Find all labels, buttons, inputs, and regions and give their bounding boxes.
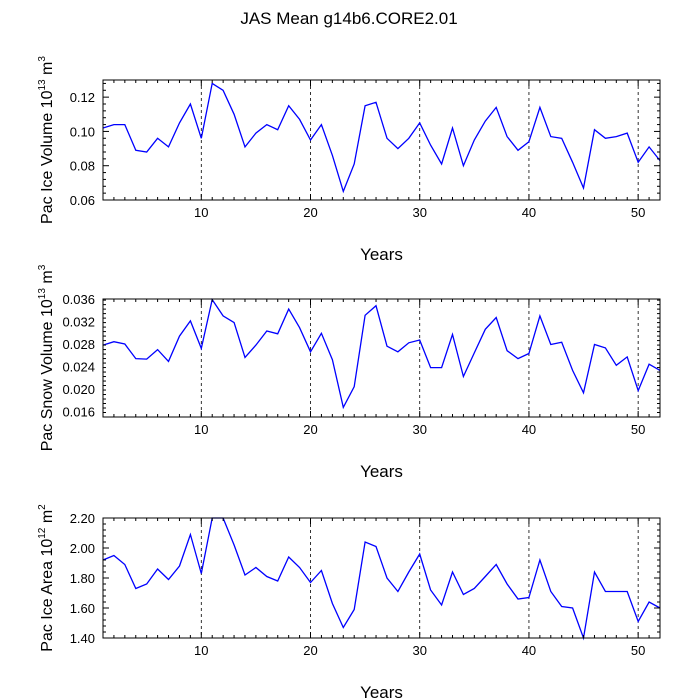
series-line: [102, 517, 661, 641]
x-axis-label: Years: [360, 462, 403, 481]
x-tick-label: 40: [522, 205, 536, 220]
x-axis-label: Years: [360, 683, 403, 698]
chart-panel-1: 10 20 30 40 50 0.06 0.08 0.10 0.12 Years Pac Ice V…: [37, 56, 661, 264]
x-tick-label: 20: [303, 205, 317, 220]
y-tick-label: 2.20: [70, 511, 95, 526]
x-tick-label: 50: [631, 205, 645, 220]
y-tick-label: 0.020: [62, 382, 95, 397]
x-tick-label: 20: [303, 422, 317, 437]
plot-frame: [102, 79, 661, 201]
x-tick-label: 50: [631, 643, 645, 658]
x-tick-label: 10: [194, 422, 208, 437]
y-axis-label: Pac Ice Volume 1013 m3: [37, 56, 56, 224]
x-tick-label: 10: [194, 205, 208, 220]
series-line: [102, 297, 661, 410]
y-axis-label: Pac Snow Volume 1013 m3: [37, 264, 56, 451]
y-tick-label: 1.80: [70, 571, 95, 586]
series-line: [102, 82, 661, 194]
y-tick-label: 1.40: [70, 631, 95, 646]
x-tick-label: 50: [631, 422, 645, 437]
y-tick-label: 0.06: [70, 193, 95, 208]
x-tick-label: 30: [412, 643, 426, 658]
x-tick-label: 40: [522, 643, 536, 658]
y-tick-label: 0.024: [62, 359, 95, 374]
x-tick-label: 30: [412, 205, 426, 220]
chart-panel-2: 10 20 30 40 50 0.016 0.020 0.024 0.028 0.032 0.036…: [37, 264, 661, 481]
x-tick-label: 40: [522, 422, 536, 437]
y-tick-label: 0.10: [70, 124, 95, 139]
y-tick-label: 0.08: [70, 159, 95, 174]
x-tick-label: 10: [194, 643, 208, 658]
chart-panel-3: 10 20 30 40 50 1.40 1.60 1.80 2.00 2.20 Years Pac I…: [37, 504, 661, 698]
y-axis-label: Pac Ice Area 1012 m2: [37, 504, 56, 652]
plot-frame: [102, 298, 661, 418]
x-tick-label: 20: [303, 643, 317, 658]
y-tick-label: 0.032: [62, 314, 95, 329]
chart-title: JAS Mean g14b6.CORE2.01: [240, 9, 457, 28]
y-tick-label: 0.036: [62, 292, 95, 307]
y-tick-label: 0.028: [62, 337, 95, 352]
y-tick-label: 1.60: [70, 601, 95, 616]
y-tick-label: 2.00: [70, 541, 95, 556]
y-tick-label: 0.016: [62, 404, 95, 419]
x-axis-label: Years: [360, 245, 403, 264]
y-tick-label: 0.12: [70, 90, 95, 105]
x-tick-label: 30: [412, 422, 426, 437]
